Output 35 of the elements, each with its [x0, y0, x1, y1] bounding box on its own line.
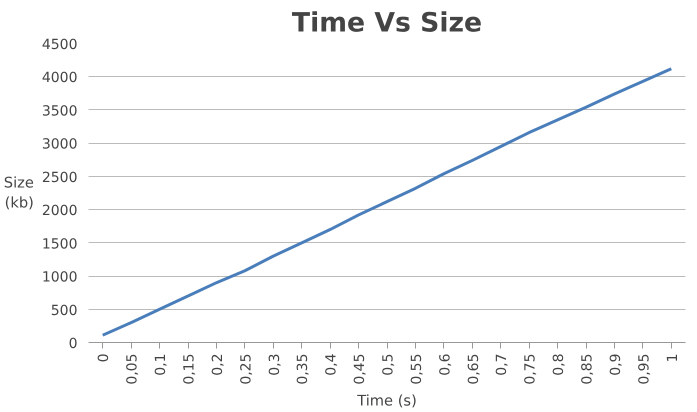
line-series — [101, 67, 673, 337]
x-tick-label: 0,05 — [124, 354, 141, 385]
x-tick-label: 0,95 — [636, 354, 652, 385]
x-tick-label: 0,8 — [551, 354, 568, 376]
x-tick-label: 0,2 — [210, 354, 226, 376]
x-tick-label: 0,1 — [153, 354, 170, 376]
y-tick-label: 3500 — [42, 103, 78, 120]
x-tick-label: 0,5 — [380, 354, 396, 376]
x-tick-label: 1 — [664, 353, 681, 362]
x-tick-label: 0,65 — [466, 354, 482, 385]
x-tick-label: 0,7 — [494, 354, 510, 376]
x-tick-label: 0,85 — [580, 354, 596, 385]
y-tick-label: 2000 — [42, 203, 78, 220]
x-tick-label: 0,75 — [522, 354, 539, 385]
x-tick-label: 0,15 — [182, 354, 198, 385]
x-axis-title: Time (s) — [356, 392, 417, 410]
x-tick-label: 0,25 — [238, 354, 254, 385]
x-tick-label: 0,4 — [324, 353, 340, 376]
x-tick-label: 0,9 — [608, 354, 624, 376]
y-tick-label: 0 — [68, 336, 78, 352]
y-tick-label: 1500 — [42, 236, 78, 252]
x-tick-label: 0,6 — [437, 353, 454, 376]
x-tick-label: 0,45 — [352, 354, 368, 385]
x-tick-label: 0,3 — [266, 354, 283, 376]
x-tick-label: 0 — [96, 353, 112, 362]
y-tick-label: 4500 — [42, 37, 78, 53]
y-axis-title: Size (kb) — [4, 174, 34, 212]
x-tick-label: 0,55 — [408, 354, 425, 385]
y-tick-label: 1000 — [42, 270, 78, 286]
y-tick-label: 4000 — [42, 70, 78, 86]
y-tick-label: 2500 — [42, 170, 78, 186]
y-tick-label: 3000 — [42, 136, 78, 153]
x-tick-label: 0,35 — [295, 354, 312, 385]
y-tick-label: 500 — [50, 302, 78, 319]
chart-title: Time Vs Size — [292, 8, 482, 38]
